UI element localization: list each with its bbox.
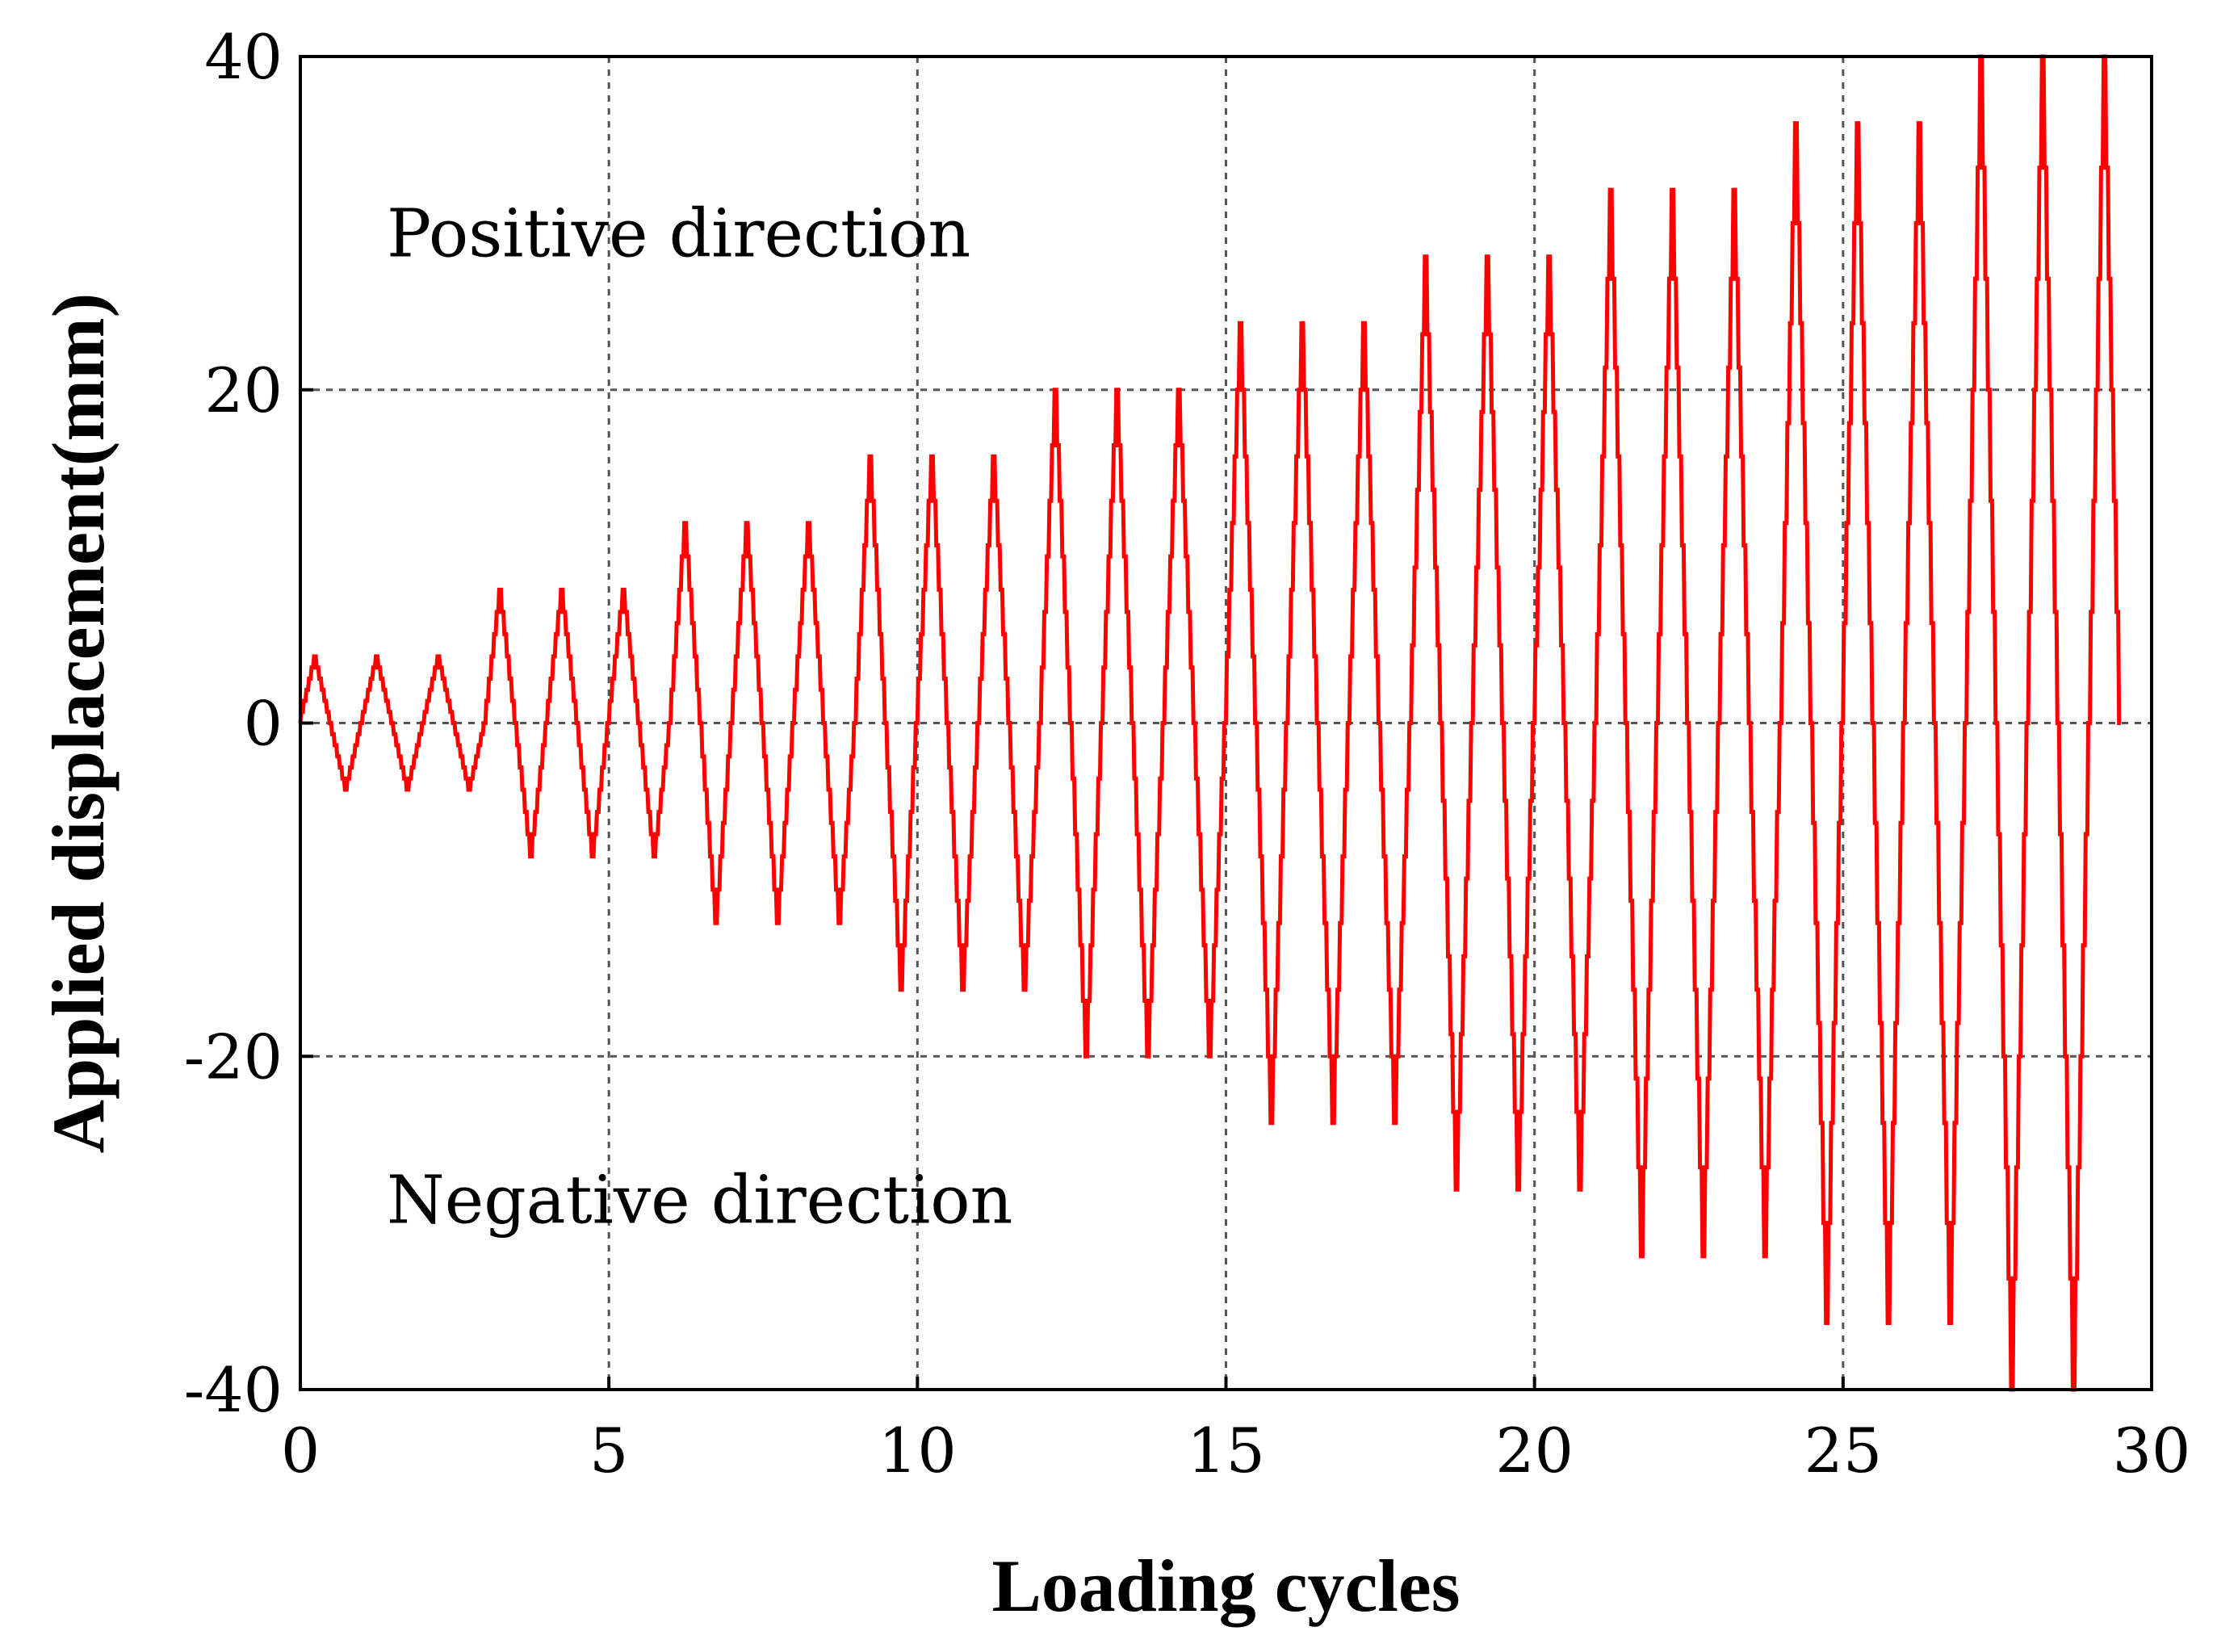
y-tick-label-40: 40 bbox=[204, 21, 283, 93]
annotation-negative-direction: Negative direction bbox=[387, 1163, 1012, 1239]
x-tick-labels: 0 5 10 15 20 25 30 bbox=[281, 1415, 2191, 1486]
y-tick-label--20: -20 bbox=[184, 1021, 283, 1092]
axis-ticks bbox=[299, 55, 2153, 1391]
x-tick-label-20: 20 bbox=[1495, 1415, 1574, 1486]
x-tick-label-25: 25 bbox=[1804, 1415, 1882, 1486]
x-tick-label-15: 15 bbox=[1187, 1415, 1265, 1486]
series-group bbox=[298, 54, 2122, 1392]
annotation-positive-direction: Positive direction bbox=[387, 196, 970, 273]
y-axis-title: Applied displacement(mm) bbox=[37, 293, 119, 1154]
x-axis-title: Loading cycles bbox=[991, 1545, 1460, 1627]
x-tick-label-30: 30 bbox=[2113, 1415, 2191, 1486]
x-tick-label-10: 10 bbox=[878, 1415, 957, 1486]
y-tick-label-20: 20 bbox=[204, 354, 283, 426]
y-tick-label-0: 0 bbox=[244, 688, 283, 760]
y-tick-label--40: -40 bbox=[184, 1354, 283, 1426]
series-line-0 bbox=[298, 54, 2122, 1392]
y-tick-labels: -40 -20 0 20 40 bbox=[184, 21, 283, 1426]
x-tick-label-0: 0 bbox=[281, 1415, 320, 1486]
x-tick-label-5: 5 bbox=[589, 1415, 628, 1486]
